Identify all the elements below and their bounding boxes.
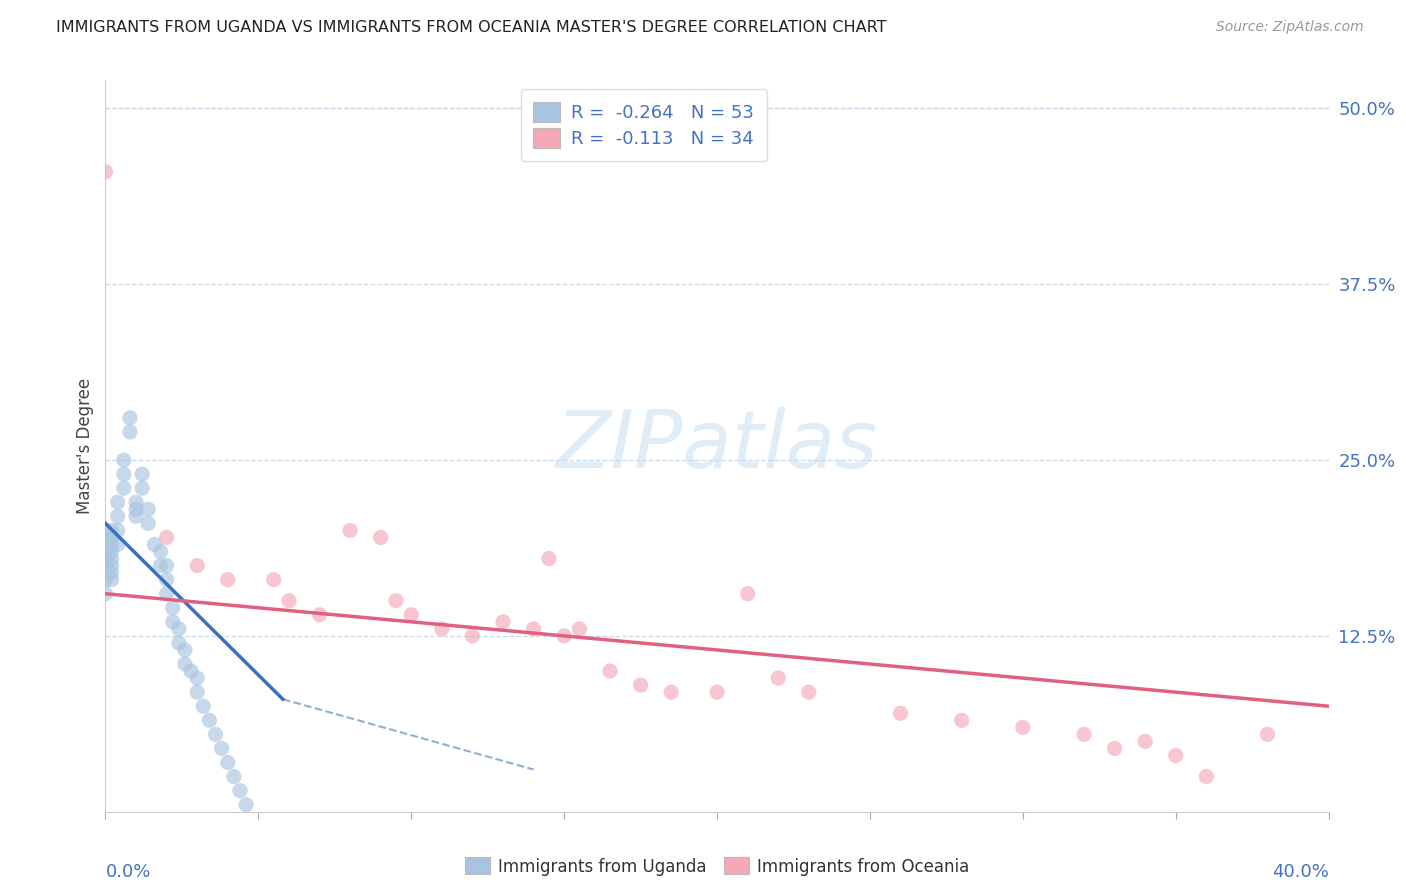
Point <box>1011 720 1033 734</box>
Point <box>659 685 682 699</box>
Point <box>889 706 911 721</box>
Point <box>94 558 117 573</box>
Point <box>112 481 135 495</box>
Point <box>339 524 361 538</box>
Point <box>155 530 177 544</box>
Point <box>1195 770 1218 784</box>
Text: 0.0%: 0.0% <box>105 863 150 881</box>
Point <box>737 587 759 601</box>
Point <box>112 467 135 482</box>
Point <box>385 593 408 607</box>
Point <box>768 671 790 685</box>
Point <box>401 607 423 622</box>
Point <box>131 481 153 495</box>
Point <box>118 410 141 425</box>
Point <box>125 509 148 524</box>
Text: ZIPatlas: ZIPatlas <box>555 407 879 485</box>
Point <box>1133 734 1156 748</box>
Point <box>100 558 122 573</box>
Point <box>167 622 190 636</box>
Point <box>492 615 515 629</box>
Point <box>180 664 202 678</box>
Point <box>155 558 177 573</box>
Point <box>107 537 129 551</box>
Point <box>217 573 239 587</box>
Point <box>553 629 575 643</box>
Point <box>155 573 177 587</box>
Point <box>204 727 226 741</box>
Point <box>211 741 233 756</box>
Point <box>198 714 221 728</box>
Point <box>950 714 973 728</box>
Point <box>100 537 122 551</box>
Point <box>278 593 301 607</box>
Point <box>136 516 159 531</box>
Point <box>186 685 208 699</box>
Point <box>94 165 117 179</box>
Text: IMMIGRANTS FROM UGANDA VS IMMIGRANTS FROM OCEANIA MASTER'S DEGREE CORRELATION CH: IMMIGRANTS FROM UGANDA VS IMMIGRANTS FRO… <box>56 20 887 35</box>
Point <box>94 524 117 538</box>
Point <box>235 797 257 812</box>
Point <box>100 551 122 566</box>
Point <box>263 573 285 587</box>
Point <box>149 558 172 573</box>
Point <box>131 467 153 482</box>
Point <box>174 657 197 671</box>
Point <box>94 573 117 587</box>
Point <box>308 607 330 622</box>
Point <box>193 699 215 714</box>
Point <box>162 600 184 615</box>
Point <box>461 629 484 643</box>
Point <box>229 783 252 797</box>
Point <box>136 502 159 516</box>
Point <box>125 502 148 516</box>
Text: Source: ZipAtlas.com: Source: ZipAtlas.com <box>1216 20 1364 34</box>
Point <box>107 509 129 524</box>
Point <box>100 530 122 544</box>
Point <box>155 587 177 601</box>
Point <box>107 495 129 509</box>
Point <box>174 643 197 657</box>
Point <box>100 524 122 538</box>
Point <box>523 622 546 636</box>
Point <box>1104 741 1126 756</box>
Point <box>94 587 117 601</box>
Point <box>706 685 728 699</box>
Point <box>1073 727 1095 741</box>
Point <box>537 551 560 566</box>
Point <box>186 671 208 685</box>
Point <box>149 544 172 558</box>
Point <box>217 756 239 770</box>
Point <box>1164 748 1187 763</box>
Point <box>568 622 591 636</box>
Point <box>186 558 208 573</box>
Point <box>100 544 122 558</box>
Point <box>222 770 245 784</box>
Point <box>797 685 820 699</box>
Legend: Immigrants from Uganda, Immigrants from Oceania: Immigrants from Uganda, Immigrants from … <box>457 849 977 884</box>
Point <box>143 537 166 551</box>
Point <box>599 664 621 678</box>
Point <box>100 566 122 580</box>
Point <box>125 495 148 509</box>
Point <box>94 537 117 551</box>
Point <box>100 573 122 587</box>
Point <box>112 453 135 467</box>
Point <box>370 530 392 544</box>
Point <box>167 636 190 650</box>
Y-axis label: Master's Degree: Master's Degree <box>76 378 94 514</box>
Text: 40.0%: 40.0% <box>1272 863 1329 881</box>
Point <box>430 622 453 636</box>
Point <box>118 425 141 439</box>
Point <box>630 678 652 692</box>
Point <box>107 524 129 538</box>
Point <box>1256 727 1278 741</box>
Point <box>162 615 184 629</box>
Point <box>94 551 117 566</box>
